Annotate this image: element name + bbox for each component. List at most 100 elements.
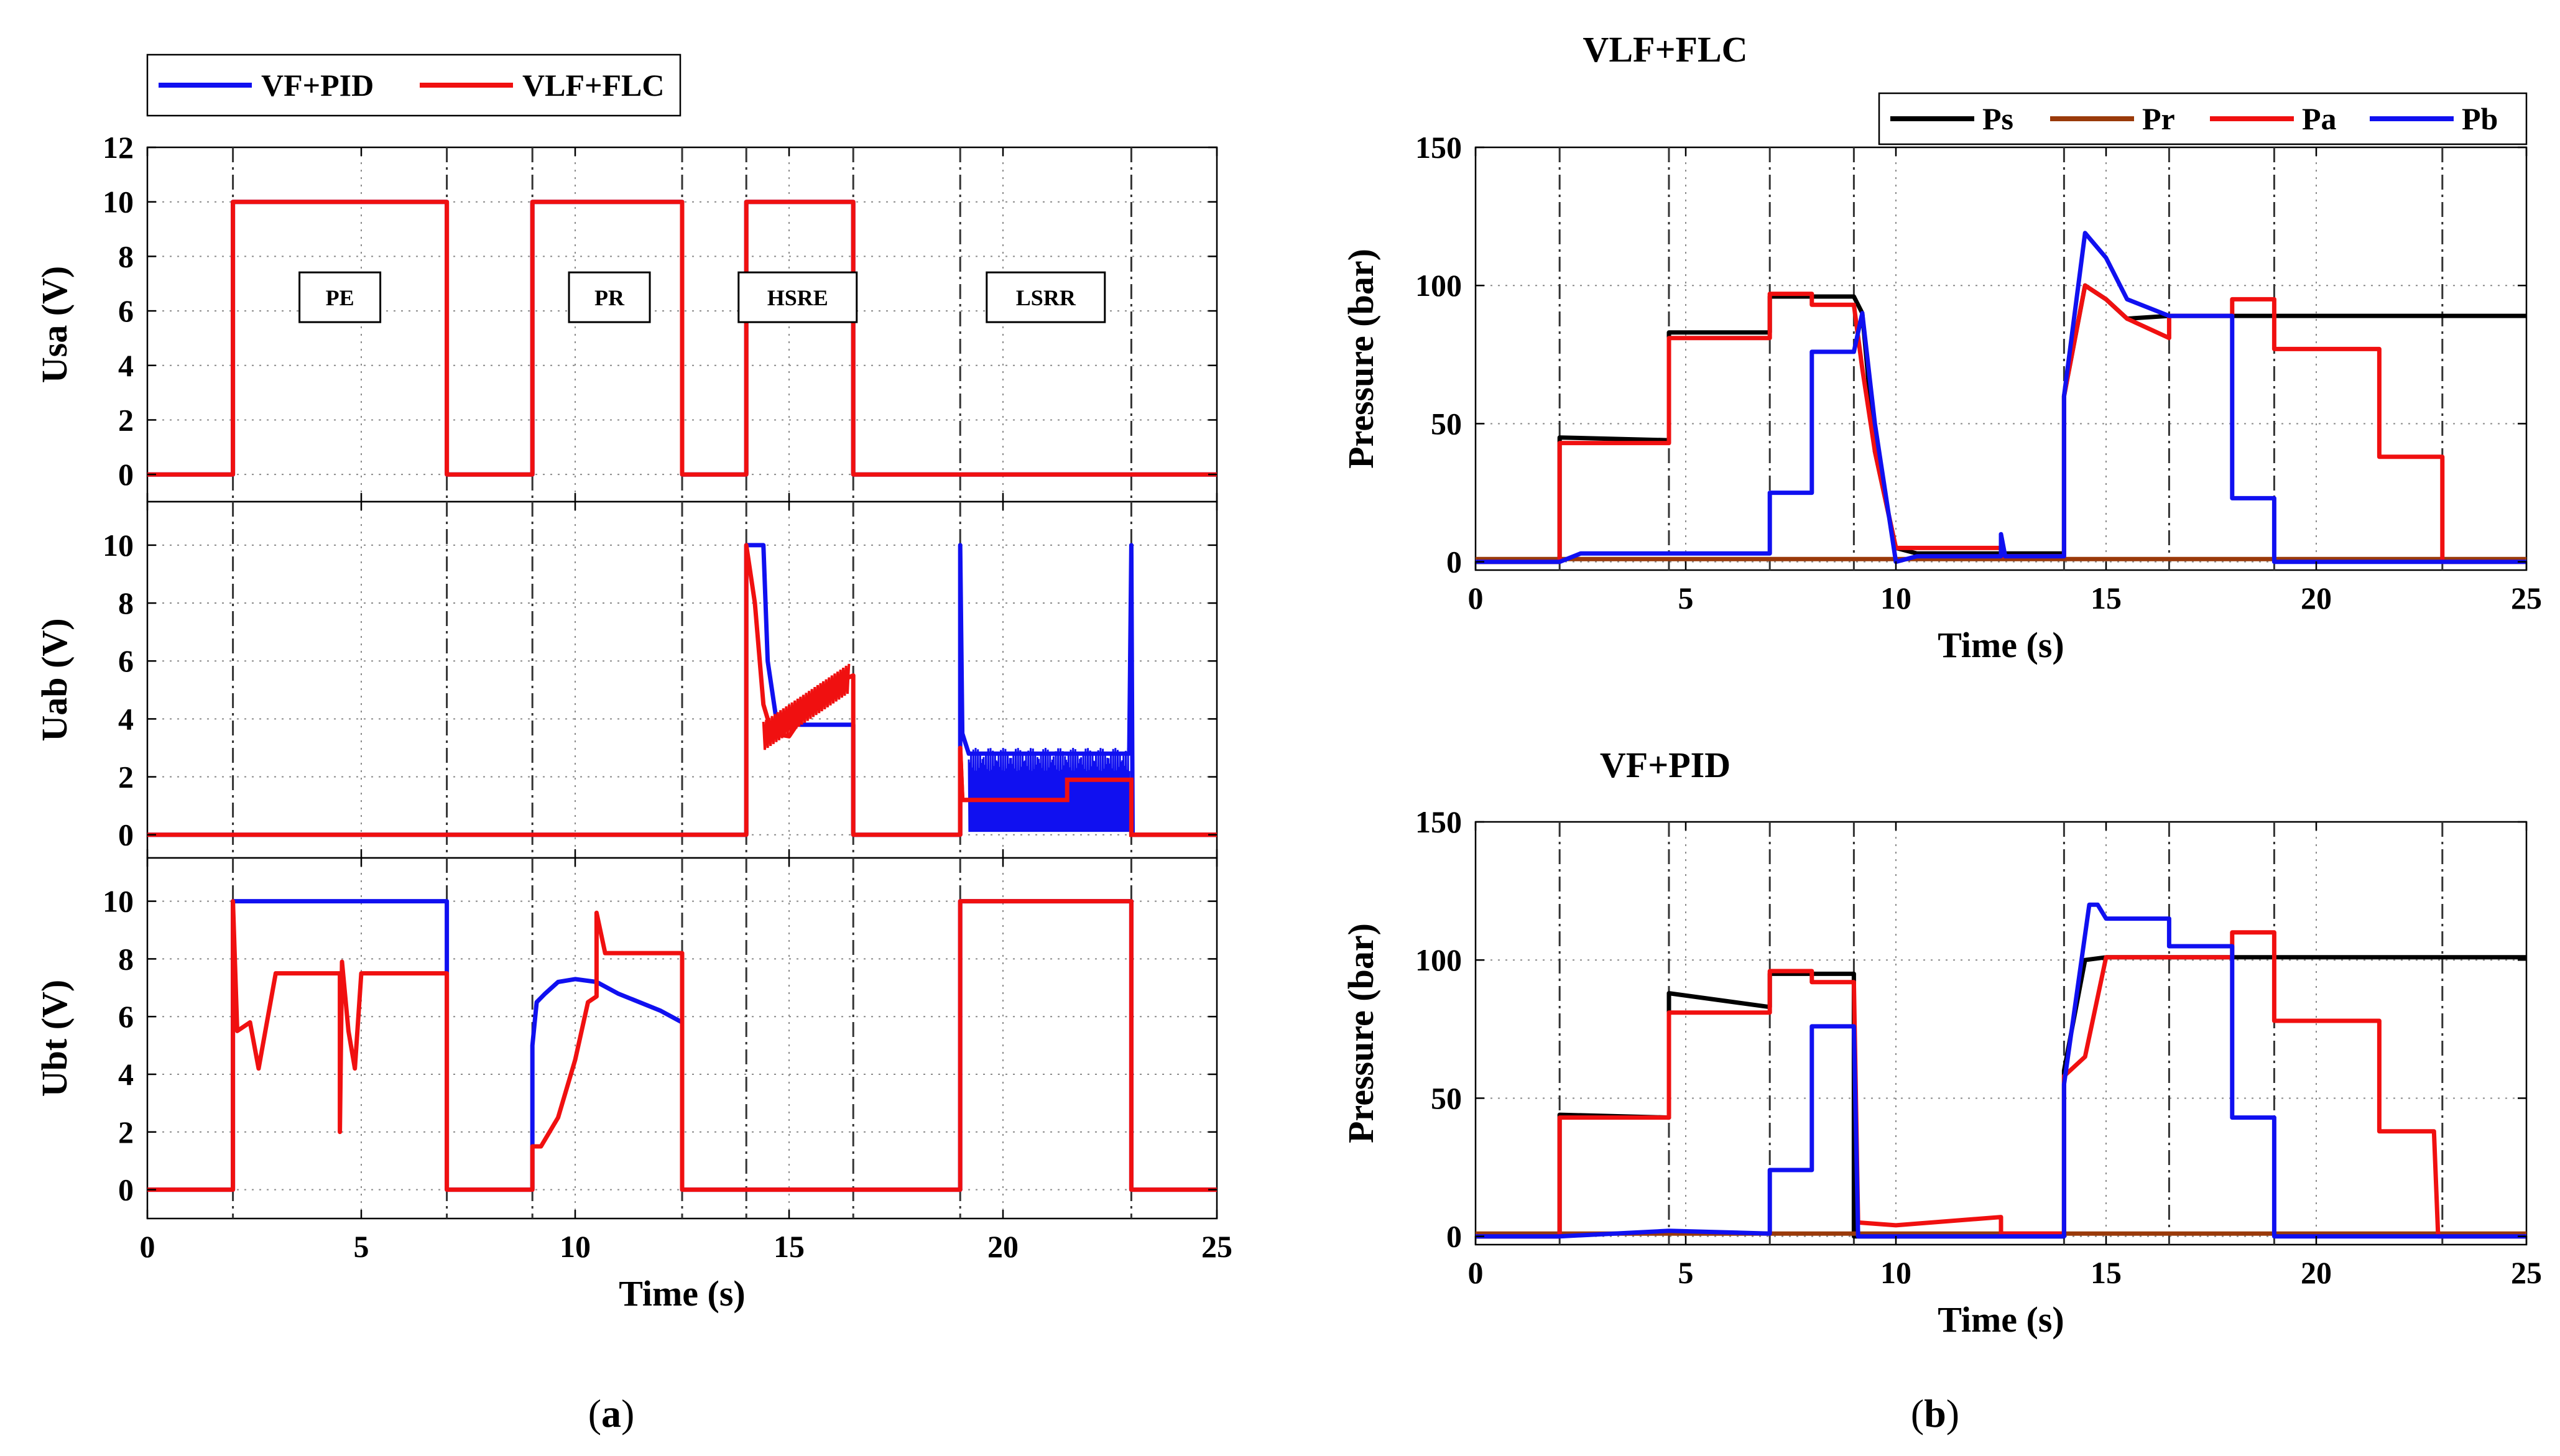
x-tick-label: 15: [2091, 1255, 2122, 1290]
caption-b-close: ): [1946, 1391, 1959, 1435]
x-tick-label: 25: [2511, 1255, 2542, 1290]
y-tick-label: 8: [118, 941, 134, 976]
y-tick-label: 0: [1446, 1219, 1462, 1254]
y-tick-label: 6: [118, 999, 134, 1034]
phase-box: [986, 271, 1106, 323]
oscillation-band: [762, 663, 1217, 837]
series-pb-line: [1476, 231, 2526, 564]
chart-title: VLF+FLC: [1583, 29, 1747, 70]
y-axis-label: Pressure (bar): [1341, 249, 1381, 469]
axis-ticks: 0 5 10 15 20 25 0 50 100 150: [1415, 130, 2542, 615]
y-tick-label: 12: [103, 130, 134, 165]
caption-b: (b): [1911, 1391, 1959, 1435]
x-tick-label: 0: [1468, 581, 1484, 615]
x-tick-label: 10: [560, 1229, 591, 1264]
svg-text:(a): (a): [588, 1391, 635, 1435]
caption-b-letter: b: [1924, 1391, 1946, 1435]
legend-label: VF+PID: [261, 68, 374, 103]
y-tick-label: 0: [118, 457, 134, 492]
chart-pressure_vlf_flc: 0 5 10 15 20 25 0 50 100 150 Pressure (bar) Time (s…: [1341, 29, 2542, 665]
y-tick-label: 10: [103, 185, 134, 219]
x-tick-label: 10: [1880, 1255, 1911, 1290]
y-tick-label: 4: [118, 701, 134, 736]
x-tick-label: 20: [2301, 581, 2332, 615]
legend-box: [1878, 92, 2528, 145]
series-vlf-flc-line: [147, 200, 1217, 477]
x-tick-label: 0: [140, 1229, 155, 1264]
x-tick-label: 5: [1678, 1255, 1694, 1290]
x-tick-label: 10: [1880, 581, 1911, 615]
plot-frame: [1474, 821, 2528, 1246]
x-tick-label: 25: [1201, 1229, 1232, 1264]
x-tick-label: 15: [2091, 581, 2122, 615]
x-tick-label: 25: [2511, 581, 2542, 615]
phase-box: [568, 271, 651, 323]
x-axis-label: Time (s): [1938, 1299, 2064, 1340]
y-tick-label: 2: [118, 402, 134, 437]
x-tick-label: 20: [2301, 1255, 2332, 1290]
series-layer: [1476, 902, 2526, 1239]
y-tick-label: 2: [118, 760, 134, 795]
legend: Ps Pr Pa Pb: [1878, 92, 2528, 145]
plot-frame: [1474, 146, 2528, 571]
y-axis-label: Usa (V): [34, 266, 75, 383]
legend: VF+PID VLF+FLC: [146, 53, 682, 117]
x-tick-label: 15: [774, 1229, 805, 1264]
x-tick-label: 5: [354, 1229, 369, 1264]
chart-ubt: 0 5 10 15 20 25 0 2 4 6 8 10 Ubt (V) Time (s): [34, 857, 1232, 1314]
y-tick-label: 10: [103, 884, 134, 919]
phase-box: [737, 271, 858, 323]
chart-uab: 0 2 4 6 8 10 Uab (V): [34, 500, 1218, 859]
series-pb-line: [1476, 902, 2526, 1239]
legend-label: VLF+FLC: [522, 68, 665, 103]
caption-a-open: (: [588, 1391, 601, 1435]
y-tick-label: 0: [118, 1173, 134, 1207]
y-tick-label: 100: [1415, 268, 1462, 303]
y-axis-label: Pressure (bar): [1341, 923, 1381, 1143]
phase-box-label: PR: [594, 285, 625, 310]
chart-pressure_vf_pid: 0 5 10 15 20 25 0 50 100 150 Pressure (bar) Time (s…: [1341, 745, 2542, 1340]
series-vf-pid-oscillation: [968, 747, 1130, 832]
y-tick-label: 8: [118, 239, 134, 274]
svg-text:(b): (b): [1911, 1391, 1959, 1435]
y-tick-label: 0: [118, 818, 134, 852]
y-tick-label: 50: [1431, 406, 1462, 441]
x-axis-label: Time (s): [619, 1273, 746, 1314]
series-layer: [1476, 231, 2526, 564]
series-vlf-flc-oscillation: [762, 663, 851, 750]
series-vlf-flc-line: [147, 899, 1217, 1192]
x-tick-label: 0: [1468, 1255, 1484, 1290]
series-layer: [147, 200, 1217, 477]
chart-title: VF+PID: [1600, 745, 1731, 785]
y-axis-label: Uab (V): [34, 618, 75, 741]
legend-label: Pb: [2462, 101, 2498, 136]
y-tick-label: 50: [1431, 1080, 1462, 1115]
phase-box-label: HSRE: [767, 285, 828, 310]
y-tick-label: 150: [1415, 804, 1462, 839]
caption-a: (a): [588, 1391, 635, 1435]
y-tick-label: 6: [118, 293, 134, 328]
phase-box-label: LSRR: [1016, 285, 1076, 310]
chart-usa: 0 2 4 6 8 10 12 Usa (V) PE PR HSRE LSRR VF+PID VLF+FL…: [34, 53, 1218, 503]
y-tick-label: 6: [118, 643, 134, 678]
series-vlf-flc-line-top: [958, 747, 1217, 837]
legend-label: Pr: [2142, 101, 2175, 136]
y-tick-label: 8: [118, 586, 134, 620]
legend-label: Ps: [1982, 101, 2013, 136]
x-axis-label: Time (s): [1938, 625, 2064, 665]
plots-layer: 0 2 4 6 8 10 12 Usa (V) PE PR HSRE LSRR VF+PID VLF+FL…: [34, 29, 2542, 1340]
y-tick-label: 4: [118, 1057, 134, 1092]
y-axis-label: Ubt (V): [34, 980, 75, 1097]
axis-ticks: 0 5 10 15 20 25 0 2 4 6 8 10: [103, 858, 1232, 1264]
y-tick-label: 2: [118, 1115, 134, 1150]
y-tick-label: 100: [1415, 942, 1462, 977]
y-tick-label: 0: [1446, 545, 1462, 579]
caption-b-open: (: [1911, 1391, 1924, 1435]
axis-ticks: 0 2 4 6 8 10 12: [103, 130, 1218, 502]
phase-box: [298, 271, 382, 323]
axis-ticks: 0 5 10 15 20 25 0 50 100 150: [1415, 804, 2542, 1290]
caption-a-letter: a: [601, 1391, 621, 1435]
x-tick-label: 5: [1678, 581, 1694, 615]
x-tick-label: 20: [987, 1229, 1019, 1264]
